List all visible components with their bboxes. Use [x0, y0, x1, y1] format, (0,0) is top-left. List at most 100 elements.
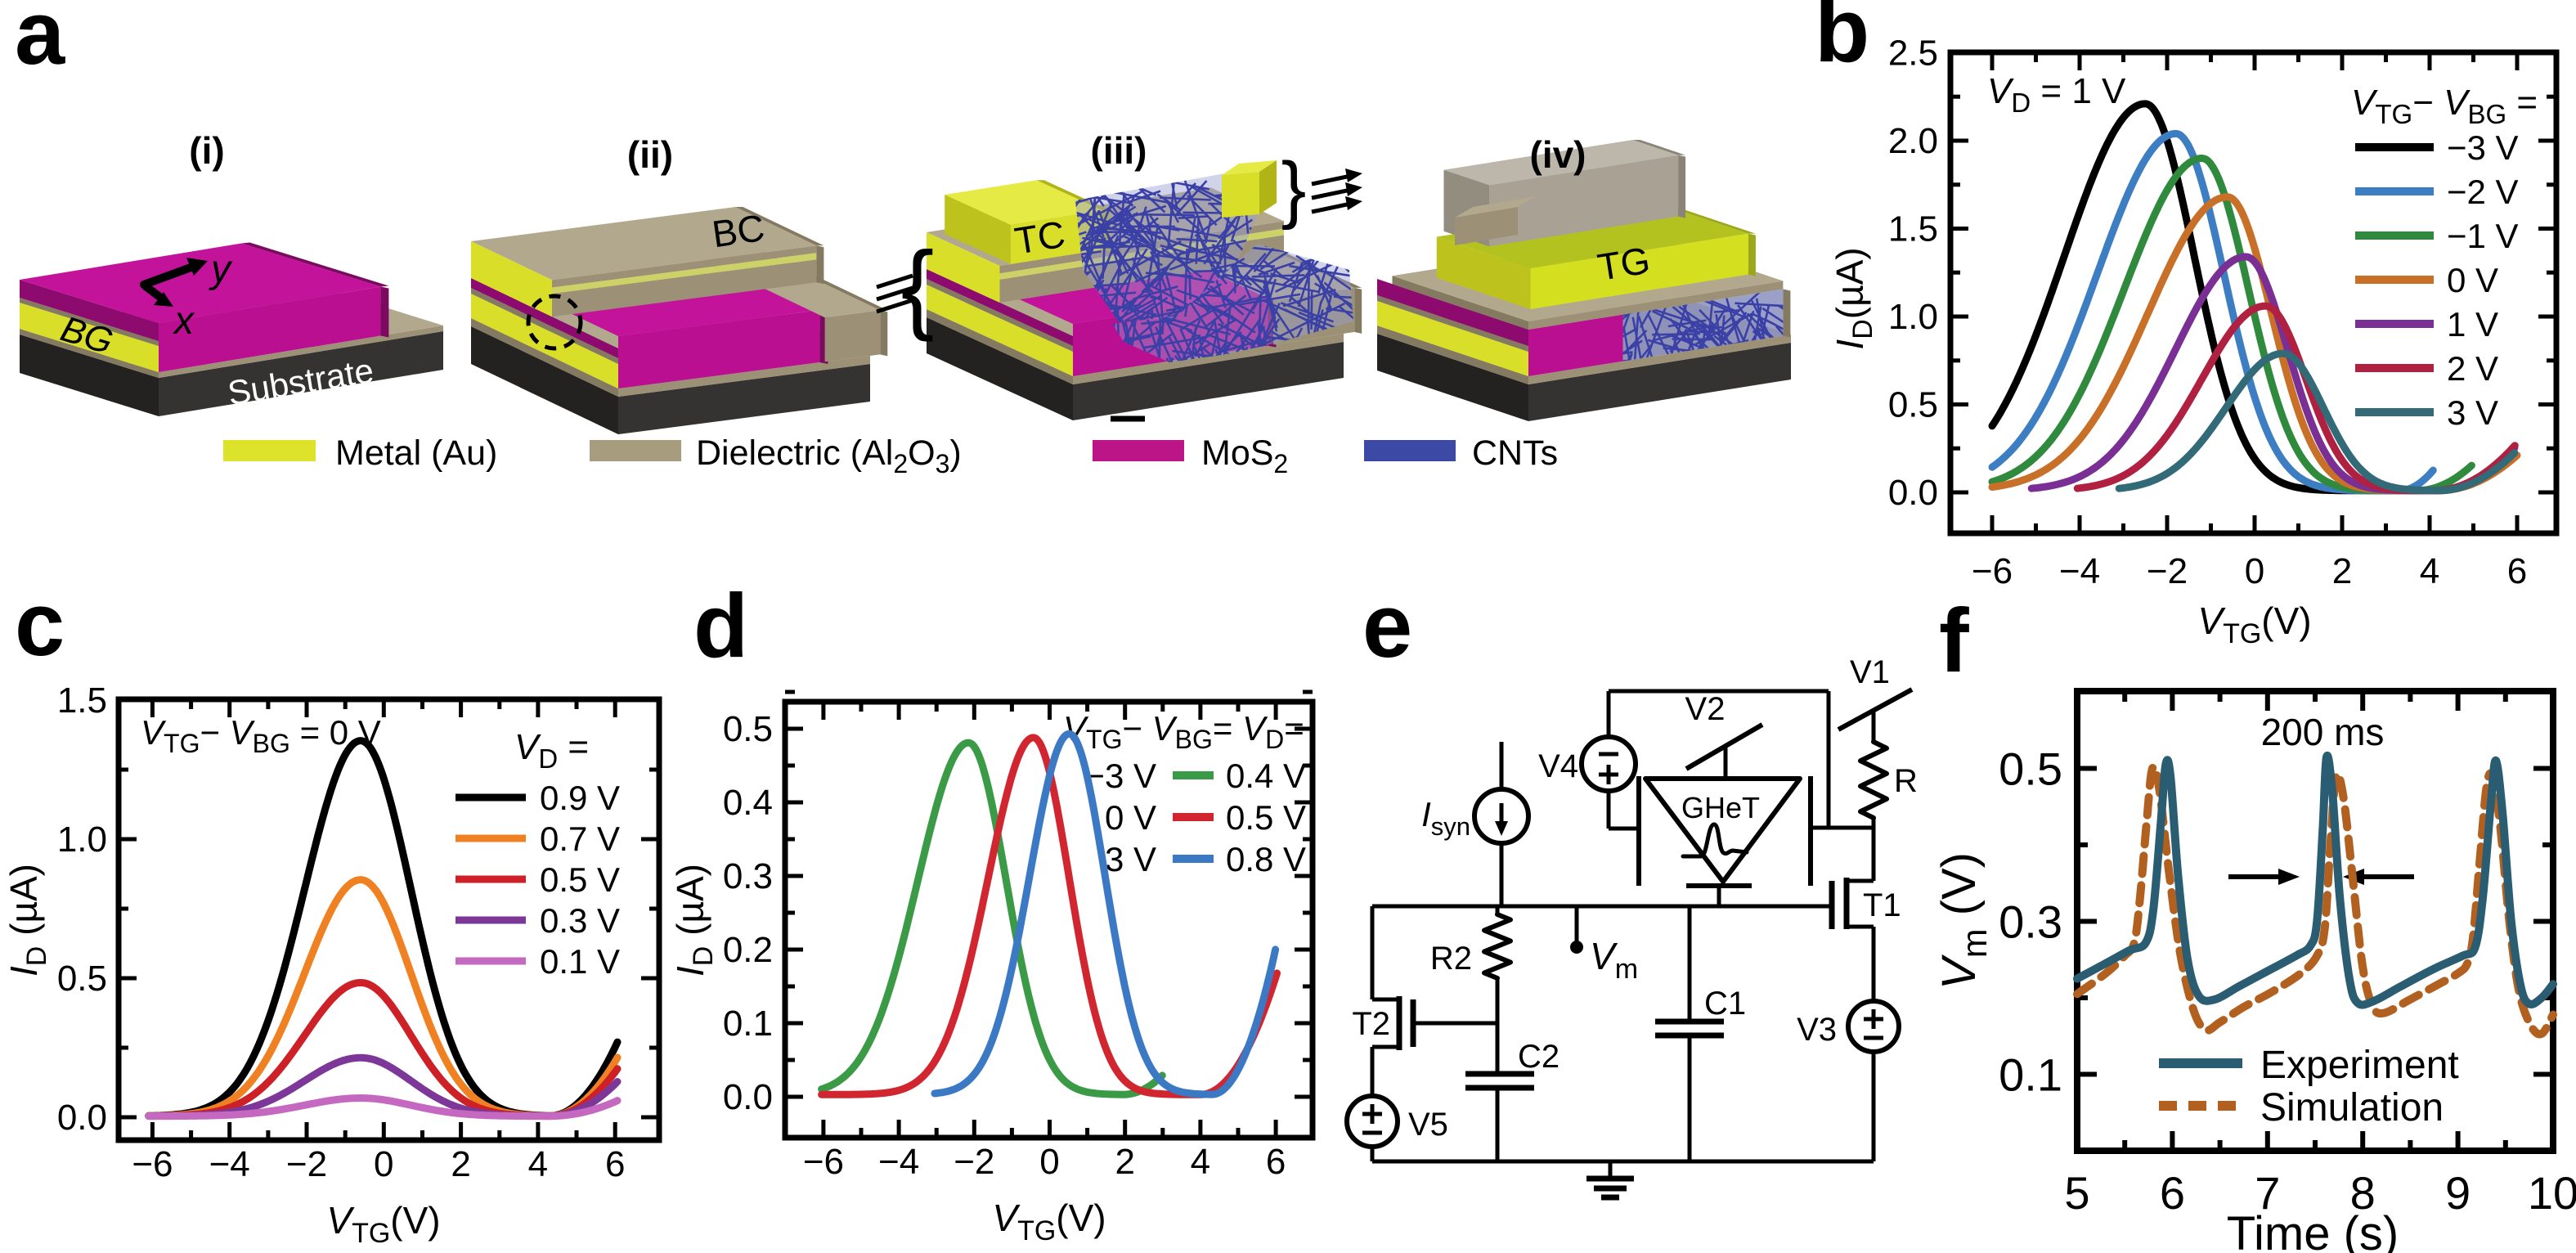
svg-text:0.0: 0.0 — [723, 1077, 773, 1117]
svg-text:6: 6 — [2160, 1167, 2185, 1219]
svg-text:0: 0 — [1039, 1142, 1059, 1182]
svg-text:Simulation: Simulation — [2260, 1086, 2444, 1129]
svg-text:c: c — [15, 574, 65, 675]
svg-text:7: 7 — [2255, 1167, 2280, 1219]
svg-text:Time (s): Time (s) — [2227, 1207, 2399, 1253]
svg-text:CNTs: CNTs — [1472, 433, 1558, 473]
svg-text:5: 5 — [2064, 1167, 2089, 1219]
svg-text:4: 4 — [1191, 1142, 1210, 1182]
svg-text:0.5: 0.5 — [723, 709, 773, 749]
svg-text:8: 8 — [2350, 1167, 2376, 1219]
svg-text:−3 V: −3 V — [2447, 128, 2519, 167]
svg-text:0.9 V: 0.9 V — [540, 779, 620, 817]
svg-text:0 V: 0 V — [1105, 798, 1156, 837]
svg-text:1.5: 1.5 — [1888, 209, 1938, 249]
svg-text:(iii): (iii) — [1091, 129, 1147, 172]
svg-text:0: 0 — [2245, 551, 2264, 591]
svg-text:6: 6 — [605, 1144, 625, 1184]
svg-text:0.5: 0.5 — [1888, 385, 1938, 425]
svg-text:2: 2 — [451, 1144, 470, 1184]
svg-text:VTG− VBG= VD=: VTG− VBG= VD= — [1063, 709, 1304, 754]
svg-text:−2: −2 — [954, 1142, 994, 1182]
svg-text:0: 0 — [374, 1144, 393, 1184]
svg-text:ID (µA): ID (µA) — [2, 864, 52, 977]
svg-text:VD =: VD = — [514, 727, 589, 774]
svg-text:y: y — [209, 248, 233, 291]
svg-text:−6: −6 — [1972, 551, 2013, 591]
svg-text:Vm: Vm — [1590, 935, 1638, 985]
svg-text:R: R — [1894, 763, 1918, 799]
svg-text:2.0: 2.0 — [1888, 121, 1938, 161]
svg-text:−6: −6 — [132, 1144, 173, 1184]
svg-text:V4: V4 — [1538, 748, 1578, 784]
svg-text:Metal (Au): Metal (Au) — [335, 433, 497, 473]
svg-text:200 ms: 200 ms — [2261, 711, 2385, 753]
svg-text:1.0: 1.0 — [57, 820, 107, 860]
svg-text:Isyn: Isyn — [1421, 795, 1470, 841]
svg-text:9: 9 — [2445, 1167, 2471, 1219]
svg-text:TC: TC — [1012, 213, 1068, 263]
svg-text:0.2: 0.2 — [723, 930, 773, 970]
svg-text:VD = 1 V: VD = 1 V — [1987, 71, 2126, 118]
svg-text:2: 2 — [2332, 551, 2352, 591]
svg-text:−4: −4 — [209, 1144, 250, 1184]
svg-text:−1 V: −1 V — [2447, 217, 2519, 255]
svg-text:VTG(V): VTG(V) — [2197, 600, 2311, 649]
svg-text:(ii): (ii) — [627, 133, 673, 176]
svg-text:GHeT: GHeT — [1681, 791, 1760, 824]
svg-text:3 V: 3 V — [2447, 393, 2498, 432]
svg-text:{: { — [901, 231, 935, 342]
svg-text:1 V: 1 V — [2447, 305, 2498, 344]
svg-text:V2: V2 — [1685, 691, 1726, 727]
svg-text:(i): (i) — [189, 129, 224, 172]
svg-text:C1: C1 — [1704, 986, 1746, 1022]
svg-text:Dielectric (Al2O3): Dielectric (Al2O3) — [696, 433, 962, 478]
svg-text:0.8 V: 0.8 V — [1226, 840, 1306, 878]
svg-text:6: 6 — [1266, 1142, 1286, 1182]
svg-text:f: f — [1939, 591, 1969, 691]
svg-text:R2: R2 — [1430, 941, 1472, 977]
svg-text:0.1: 0.1 — [1999, 1049, 2062, 1101]
svg-text:VTG− VBG = 0 V: VTG− VBG = 0 V — [141, 713, 381, 758]
svg-text:6: 6 — [2507, 551, 2527, 591]
svg-text:VTG(V): VTG(V) — [326, 1199, 440, 1249]
svg-text:V1: V1 — [1850, 654, 1890, 690]
svg-text:e: e — [1362, 576, 1412, 676]
svg-text:−2: −2 — [2147, 551, 2188, 591]
svg-text:0.5: 0.5 — [1999, 743, 2062, 795]
svg-text:1.0: 1.0 — [1888, 297, 1938, 337]
svg-text:a: a — [15, 0, 65, 83]
svg-text:0.1 V: 0.1 V — [540, 942, 620, 981]
svg-text:0.5 V: 0.5 V — [540, 860, 620, 899]
svg-text:4: 4 — [2420, 551, 2439, 591]
svg-text:VTG(V): VTG(V) — [992, 1197, 1106, 1246]
svg-text:TG: TG — [1595, 239, 1653, 289]
svg-text:0.3 V: 0.3 V — [540, 901, 620, 940]
svg-text:−4: −4 — [878, 1142, 919, 1182]
svg-text:2: 2 — [1115, 1142, 1134, 1182]
svg-text:d: d — [693, 576, 748, 676]
svg-text:10: 10 — [2528, 1167, 2576, 1219]
svg-text:0.1: 0.1 — [723, 1004, 773, 1044]
svg-text:0.5: 0.5 — [57, 959, 107, 999]
svg-text:3 V: 3 V — [1105, 840, 1156, 878]
svg-text:0.4: 0.4 — [723, 783, 773, 823]
svg-text:BC: BC — [710, 206, 768, 255]
svg-text:0.3: 0.3 — [723, 856, 773, 896]
svg-text:−6: −6 — [803, 1142, 844, 1182]
svg-text:x: x — [173, 299, 195, 343]
svg-text:(iv): (iv) — [1530, 133, 1586, 176]
svg-text:0.0: 0.0 — [57, 1098, 107, 1138]
svg-text:ID (µA): ID (µA) — [669, 864, 719, 977]
svg-text:VTG− VBG =: VTG− VBG = — [2351, 83, 2538, 129]
svg-text:4: 4 — [528, 1144, 548, 1184]
svg-text:V5: V5 — [1408, 1107, 1448, 1143]
svg-text:0.5 V: 0.5 V — [1226, 798, 1306, 837]
svg-text:}: } — [1281, 147, 1307, 231]
svg-text:0 V: 0 V — [2447, 261, 2498, 299]
svg-text:b: b — [1815, 0, 1869, 81]
svg-text:0.7 V: 0.7 V — [540, 820, 620, 858]
svg-text:0.4 V: 0.4 V — [1226, 757, 1306, 795]
svg-text:ID(µA): ID(µA) — [1829, 247, 1878, 349]
svg-text:0.0: 0.0 — [1888, 473, 1938, 513]
